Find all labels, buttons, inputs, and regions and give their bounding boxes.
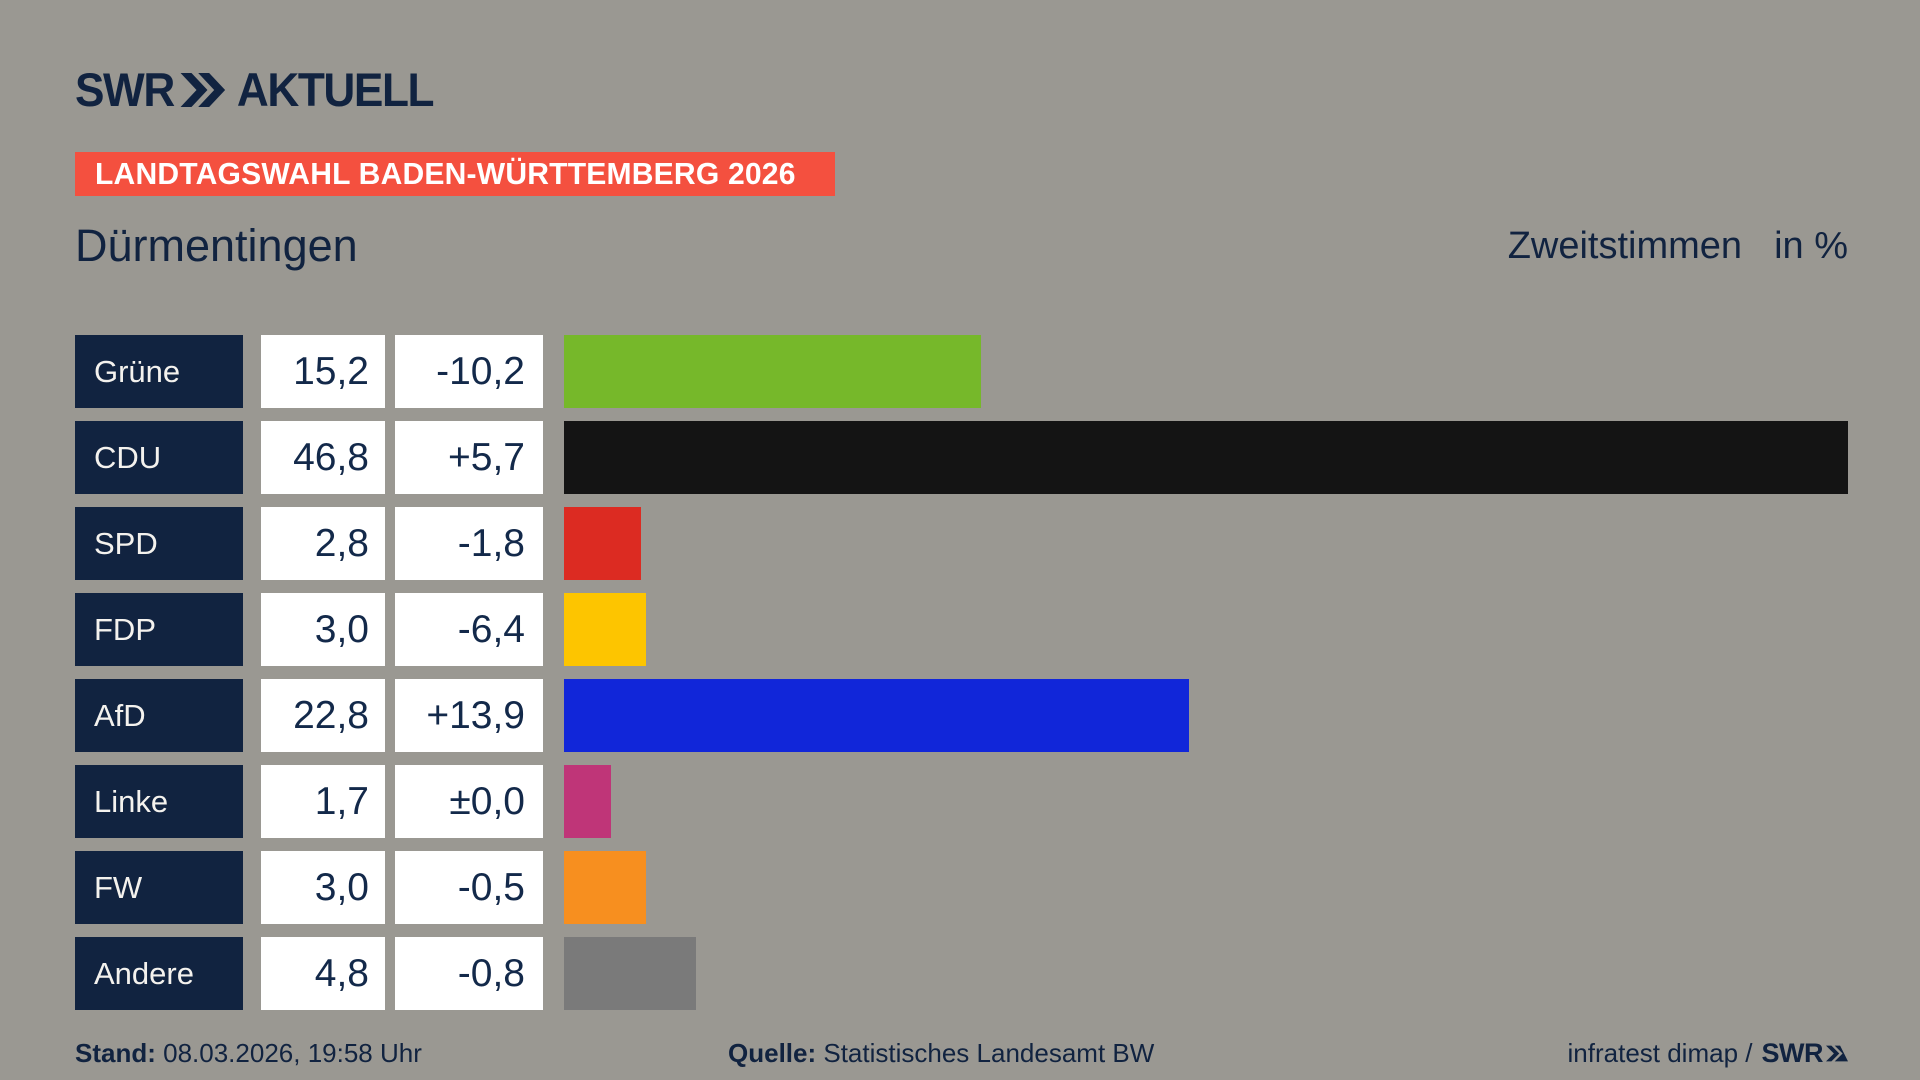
- value-cell: 15,2: [261, 335, 385, 408]
- chart-row: FDP 3,0 -6,4: [75, 593, 1908, 666]
- stand-value: 08.03.2026, 19:58 Uhr: [155, 1038, 422, 1068]
- double-chevron-icon: [180, 72, 226, 107]
- change-cell: -6,4: [395, 593, 543, 666]
- change-cell: ±0,0: [395, 765, 543, 838]
- value-cell: 3,0: [261, 851, 385, 924]
- change-cell: -1,8: [395, 507, 543, 580]
- aktuell-logo-text: AKTUELL: [236, 63, 435, 116]
- change-cell: -10,2: [395, 335, 543, 408]
- party-label-box: FW: [75, 851, 243, 924]
- election-banner-label: LANDTAGSWAHL BADEN-WÜRTTEMBERG 2026: [95, 156, 796, 191]
- bar-track: [564, 421, 1908, 494]
- bar-track: [564, 679, 1908, 752]
- change-cell: +13,9: [395, 679, 543, 752]
- value-cell: 3,0: [261, 593, 385, 666]
- party-label-box: FDP: [75, 593, 243, 666]
- unit-label: in %: [1774, 225, 1848, 267]
- credit-info: infratest dimap / SWR: [1568, 1038, 1848, 1069]
- source-info: Quelle: Statistisches Landesamt BW: [728, 1038, 1154, 1069]
- bar-track: [564, 593, 1908, 666]
- result-bar: [564, 937, 696, 1010]
- result-bar: [564, 765, 611, 838]
- source-value: Statistisches Landesamt BW: [816, 1038, 1155, 1068]
- chart-row: AfD 22,8 +13,9: [75, 679, 1908, 752]
- measure-title: Zweitstimmen in %: [1508, 225, 1848, 268]
- bar-track: [564, 937, 1908, 1010]
- swr-logo-text: SWR: [75, 63, 175, 116]
- credit-text: infratest dimap /: [1567, 1038, 1753, 1068]
- credit-swr-logo: SWR: [1761, 1038, 1848, 1069]
- value-cell: 22,8: [261, 679, 385, 752]
- value-cell: 2,8: [261, 507, 385, 580]
- value-cell: 4,8: [261, 937, 385, 1010]
- value-cell: 1,7: [261, 765, 385, 838]
- chart-rows: Grüne 15,2 -10,2 CDU 46,8 +5,7 SPD 2,8 -…: [75, 335, 1908, 1023]
- result-bar: [564, 593, 647, 666]
- change-cell: +5,7: [395, 421, 543, 494]
- municipality-title: Dürmentingen: [75, 220, 358, 271]
- result-bar: [564, 421, 1848, 494]
- result-bar: [564, 851, 647, 924]
- bar-track: [564, 507, 1908, 580]
- result-bar: [564, 679, 1190, 752]
- stand-label: Stand:: [75, 1038, 156, 1068]
- chart-row: SPD 2,8 -1,8: [75, 507, 1908, 580]
- credit-swr-text: SWR: [1761, 1038, 1824, 1068]
- value-cell: 46,8: [261, 421, 385, 494]
- result-bar: [564, 507, 641, 580]
- bar-track: [564, 335, 1908, 408]
- chart-row: Linke 1,7 ±0,0: [75, 765, 1908, 838]
- party-label-box: Grüne: [75, 335, 243, 408]
- party-label-box: SPD: [75, 507, 243, 580]
- change-cell: -0,5: [395, 851, 543, 924]
- swr-aktuell-logo: SWR AKTUELL: [75, 63, 435, 116]
- chart-row: CDU 46,8 +5,7: [75, 421, 1908, 494]
- election-banner: LANDTAGSWAHL BADEN-WÜRTTEMBERG 2026: [75, 152, 835, 196]
- stand-info: Stand: 08.03.2026, 19:58 Uhr: [75, 1038, 422, 1069]
- party-label-box: Linke: [75, 765, 243, 838]
- party-label-box: Andere: [75, 937, 243, 1010]
- chart-row: Andere 4,8 -0,8: [75, 937, 1908, 1010]
- double-chevron-icon: [1826, 1045, 1848, 1062]
- footer: Stand: 08.03.2026, 19:58 Uhr Quelle: Sta…: [75, 1038, 1848, 1068]
- measure-label: Zweitstimmen: [1507, 225, 1743, 267]
- party-label-box: CDU: [75, 421, 243, 494]
- result-bar: [564, 335, 981, 408]
- source-label: Quelle:: [728, 1038, 817, 1068]
- change-cell: -0,8: [395, 937, 543, 1010]
- bar-track: [564, 851, 1908, 924]
- chart-row: Grüne 15,2 -10,2: [75, 335, 1908, 408]
- party-label-box: AfD: [75, 679, 243, 752]
- bar-track: [564, 765, 1908, 838]
- chart-row: FW 3,0 -0,5: [75, 851, 1908, 924]
